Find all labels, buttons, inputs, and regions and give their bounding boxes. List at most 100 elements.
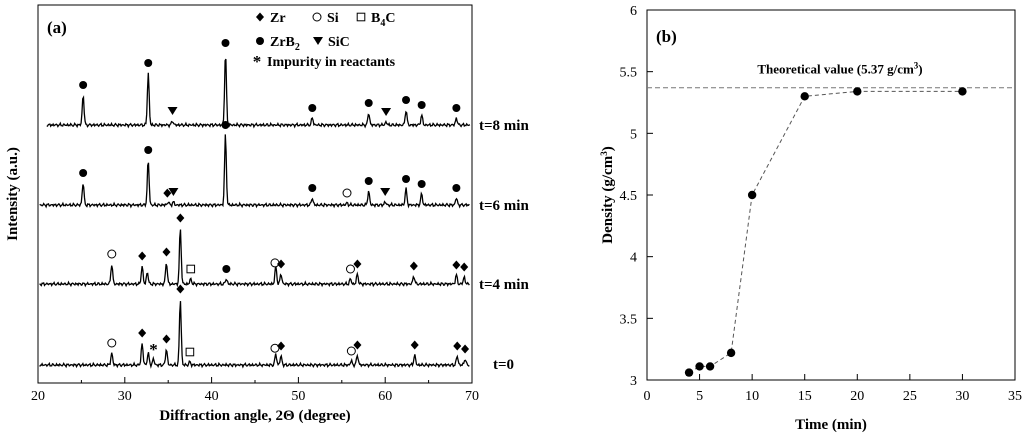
peak-marker-circle-open: [107, 249, 117, 259]
panel-label-a: (a): [47, 18, 67, 37]
x-tick-label: 70: [465, 389, 479, 404]
peak-marker-diamond: [277, 341, 286, 351]
y-tick-label: 6: [630, 4, 637, 19]
peak-marker-circle-open: [342, 188, 352, 198]
legend-label: Zr: [270, 11, 286, 26]
peak-marker-triangle-down: [168, 188, 179, 196]
peak-marker-circle: [402, 96, 411, 104]
theoretical-value-label: Theoretical value (5.37 g/cm3): [757, 61, 922, 77]
x-tick-label: 40: [205, 389, 219, 404]
trace-2: t=4 min: [39, 213, 529, 293]
trace-label: t=4 min: [479, 277, 529, 293]
legend-item: * Impurity in reactants: [253, 52, 396, 71]
x-tick-label: 0: [644, 389, 651, 404]
legend-item: Zr: [256, 11, 286, 26]
legend-label: Impurity in reactants: [267, 55, 396, 70]
density-panel: 0 5 10 15 20 25 30 35 3 3.5 4 4.5 5 5.5 6 Time (min) Den…: [599, 4, 1022, 433]
legend-square-open-marker: [356, 12, 366, 22]
peak-marker-diamond: [453, 341, 462, 351]
x-tick-label: 25: [903, 389, 917, 404]
peak-marker-circle: [222, 265, 231, 273]
peak-marker-diamond: [176, 284, 185, 294]
y-axis-title: Intensity (a.u.): [5, 147, 21, 241]
y-tick-label: 5.5: [620, 66, 638, 81]
peak-marker-circle: [144, 146, 153, 154]
peak-marker-circle: [402, 175, 411, 183]
peak-marker-circle: [144, 59, 153, 67]
peak-marker-diamond: [162, 334, 171, 344]
y-axis-title: Density (g/cm3): [599, 146, 616, 243]
peak-marker-diamond: [410, 340, 419, 350]
peak-marker-triangle-down: [380, 188, 391, 196]
panel-label-b: (b): [656, 27, 677, 46]
peak-marker-circle: [221, 121, 230, 129]
peak-marker-circle: [221, 39, 230, 47]
y-tick-label: 4: [630, 251, 637, 266]
peak-marker-circle: [308, 104, 317, 112]
density-point: [695, 362, 704, 371]
legend-diamond-marker: [256, 12, 264, 22]
density-point: [853, 87, 862, 96]
density-connector-line: [688, 90, 963, 374]
x-tick-label: 20: [850, 389, 864, 404]
trace-label: t=8 min: [479, 118, 529, 134]
peak-marker-diamond: [409, 261, 418, 271]
peak-marker-circle: [364, 177, 373, 185]
peak-marker-diamond: [452, 260, 461, 270]
density-point: [958, 87, 967, 96]
peak-marker-circle: [452, 104, 461, 112]
y-tick-label: 3.5: [620, 312, 638, 327]
x-tick-label: 20: [31, 389, 45, 404]
trace-line: [46, 58, 471, 129]
legend-circle-marker: [256, 37, 264, 45]
trace-line: [39, 301, 470, 369]
peak-marker-circle: [364, 99, 373, 107]
peak-marker-triangle-down: [167, 107, 178, 115]
peak-marker-star: *: [149, 340, 158, 359]
density-point: [684, 368, 694, 377]
legend-label: SiC: [328, 35, 350, 50]
peak-marker-diamond: [353, 259, 362, 269]
peak-marker-circle: [417, 101, 426, 109]
trace-1: t=6 min: [39, 121, 529, 214]
x-tick-label: 10: [745, 389, 759, 404]
density-point: [747, 190, 757, 200]
y-tick-label: 3: [630, 374, 637, 389]
x-axis-title: Time (min): [795, 417, 867, 433]
legend: Zr Si B4C ZrB2 SiC * Impurity in reactants: [253, 11, 396, 71]
legend-label: Si: [327, 11, 339, 26]
trace-0: t=8 min: [46, 39, 529, 134]
peak-marker-diamond: [353, 340, 362, 350]
peak-marker-circle-open: [107, 338, 117, 348]
trace-label: t=0: [493, 357, 514, 373]
peak-marker-diamond: [460, 262, 469, 272]
density-point: [726, 348, 736, 358]
peak-marker-circle: [452, 184, 461, 192]
peak-marker-circle-open: [270, 343, 280, 353]
density-point: [800, 92, 809, 101]
peak-marker-diamond: [277, 259, 286, 269]
x-tick-label: 30: [955, 389, 969, 404]
x-tick-label: 15: [798, 389, 812, 404]
peak-marker-square-open: [186, 264, 196, 274]
peak-marker-circle: [79, 81, 88, 89]
peak-marker-diamond: [162, 247, 171, 257]
peak-marker-triangle-down: [381, 108, 392, 116]
x-tick-label: 30: [118, 389, 132, 404]
y-tick-label: 4.5: [620, 189, 638, 204]
peak-marker-circle: [79, 169, 88, 177]
peak-marker-square-open: [185, 347, 195, 357]
peak-marker-circle-open: [345, 264, 355, 274]
peak-marker-circle: [417, 180, 426, 188]
legend-item: ZrB2: [256, 35, 300, 53]
density-point: [705, 362, 715, 371]
legend-item: Si: [312, 11, 339, 26]
x-tick-label: 50: [291, 389, 305, 404]
legend-circle-open-marker: [312, 12, 322, 22]
peak-marker-diamond: [163, 188, 172, 198]
peak-marker-diamond: [461, 344, 470, 354]
legend-item: B4C: [356, 11, 395, 29]
trace-line: [39, 134, 470, 209]
trace-3: * t=0: [39, 284, 514, 373]
